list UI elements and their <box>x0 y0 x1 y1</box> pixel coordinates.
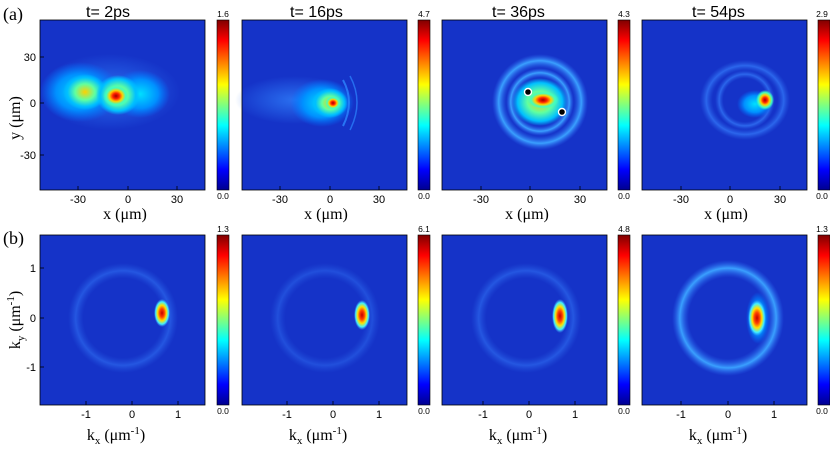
time-title-1: t= 2ps <box>86 4 130 21</box>
a4-x-label: x (μm) <box>704 206 748 223</box>
b2-x-label: kx (μm-1) <box>289 425 347 447</box>
time-title-2: t= 16ps <box>290 4 343 21</box>
colorbar-b-1 <box>216 234 230 406</box>
vortex-marker-1 <box>523 87 533 97</box>
colorbar-b-4 <box>817 234 830 406</box>
colorbar-a-2-max: 4.7 <box>418 9 430 19</box>
b2-xtick-2: 0 <box>330 409 336 421</box>
b-y-label-sup: -1 <box>5 296 17 305</box>
a2-x-label: x (μm) <box>304 206 348 223</box>
b1-x-label: kx (μm-1) <box>87 425 145 447</box>
vortex-marker-2 <box>557 107 567 117</box>
colorbar-a-2-min: 0.0 <box>418 191 430 201</box>
a3-xtick-3: 30 <box>574 194 586 206</box>
map-a-1 <box>39 19 206 191</box>
colorbar-b-3-max: 4.8 <box>618 224 630 234</box>
b-ytick-0: 0 <box>30 313 36 325</box>
b4-xtick-2: 0 <box>725 409 731 421</box>
b2-xtick-1: -1 <box>282 409 292 421</box>
b-ytick-1: 1 <box>30 263 36 275</box>
b3-x-label: kx (μm-1) <box>489 425 547 447</box>
a2-xtick-3: 30 <box>373 194 385 206</box>
b3-xtick-2: 0 <box>526 409 532 421</box>
b1-xtick-2: 0 <box>129 409 135 421</box>
a1-xtick-1: -30 <box>70 194 86 206</box>
colorbar-a-3-max: 4.3 <box>618 9 630 19</box>
b-y-label-tail: (μm <box>7 305 24 336</box>
b3-xtick-1: -1 <box>478 409 488 421</box>
colorbars-a <box>216 19 830 191</box>
colorbar-a-3-min: 0.0 <box>618 191 630 201</box>
map-a-4 <box>641 19 808 191</box>
colorbar-b-3-min: 0.0 <box>618 406 630 416</box>
a2-xtick-2: 0 <box>327 194 333 206</box>
colorbar-a-3 <box>617 19 631 191</box>
colorbar-b-1-min: 0.0 <box>217 406 229 416</box>
colorbar-b-2-min: 0.0 <box>418 406 430 416</box>
colorbar-a-1-max: 1.6 <box>217 9 229 19</box>
time-title-3: t= 36ps <box>492 4 545 21</box>
b1-xtick-1: -1 <box>81 409 91 421</box>
colorbars-b <box>216 234 830 406</box>
map-b-2 <box>241 234 408 406</box>
a1-xtick-2: 0 <box>125 194 131 206</box>
a-ytick-neg30: -30 <box>20 150 36 162</box>
colorbar-a-4-max: 2.9 <box>816 9 828 19</box>
row-a-ticks <box>40 56 781 190</box>
map-b-1 <box>39 234 206 406</box>
row-b-ticks <box>40 267 775 405</box>
b2-xtick-3: 1 <box>376 409 382 421</box>
a4-xtick-2: 0 <box>727 194 733 206</box>
a1-xtick-3: 30 <box>171 194 183 206</box>
panel-label-a: (a) <box>3 4 23 25</box>
map-b-4 <box>641 234 808 406</box>
b4-x-label: kx (μm-1) <box>689 425 747 447</box>
b1-xtick-3: 1 <box>175 409 181 421</box>
a-ytick-0: 0 <box>30 98 36 110</box>
colorbar-b-2 <box>417 234 431 406</box>
a3-x-label: x (μm) <box>505 206 549 223</box>
colorbar-b-2-max: 6.1 <box>418 224 430 234</box>
colorbar-b-3 <box>617 234 631 406</box>
b-y-label: ky (μm-1) <box>5 291 27 349</box>
b-y-label-sub: y <box>15 335 27 341</box>
colorbar-a-1 <box>216 19 230 191</box>
a-y-label: y (μm) <box>7 96 24 140</box>
colorbar-b-4-max: 1.3 <box>816 224 828 234</box>
a4-xtick-1: -30 <box>673 194 689 206</box>
b4-xtick-3: 1 <box>771 409 777 421</box>
b4-xtick-1: -1 <box>676 409 686 421</box>
panel-label-b: (b) <box>3 228 24 249</box>
time-title-4: t= 54ps <box>692 4 745 21</box>
a1-x-label: x (μm) <box>103 206 147 223</box>
map-b-3 <box>441 234 608 406</box>
a3-xtick-1: -30 <box>473 194 489 206</box>
colorbar-b-1-max: 1.3 <box>217 224 229 234</box>
b-ytick-neg1: -1 <box>26 362 36 374</box>
map-a-3 <box>441 19 608 191</box>
a2-xtick-1: -30 <box>272 194 288 206</box>
colorbar-a-4 <box>817 19 830 191</box>
colorbar-a-2 <box>417 19 431 191</box>
colorbar-a-4-min: 0.0 <box>816 191 828 201</box>
a-ytick-30: 30 <box>24 52 36 64</box>
a4-xtick-3: 30 <box>774 194 786 206</box>
colorbar-b-4-min: 0.0 <box>816 406 828 416</box>
b-y-label-main: k <box>7 341 24 349</box>
map-a-2 <box>235 19 408 191</box>
colorbar-a-1-min: 0.0 <box>217 191 229 201</box>
b3-xtick-3: 1 <box>572 409 578 421</box>
a3-xtick-2: 0 <box>527 194 533 206</box>
